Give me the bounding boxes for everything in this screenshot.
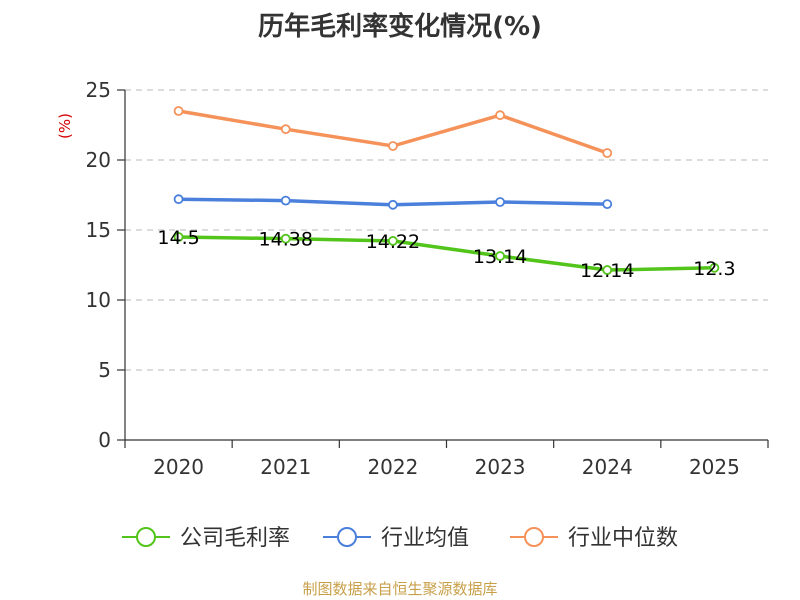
data-label: 12.14 — [580, 260, 634, 282]
x-tick-label: 2025 — [689, 455, 740, 479]
legend-label: 行业中位数 — [568, 526, 678, 551]
data-point — [173, 106, 184, 116]
y-tick-label: 10 — [86, 288, 111, 312]
data-point — [495, 110, 505, 121]
data-point — [388, 141, 398, 151]
data-point — [495, 197, 505, 207]
data-point — [280, 233, 291, 244]
y-tick-label: 25 — [86, 78, 111, 102]
x-tick-label: 2024 — [582, 455, 633, 479]
legend-item: 公司毛利率 — [122, 526, 290, 551]
y-axis-unit: (%) — [56, 113, 74, 139]
data-point — [173, 232, 184, 242]
data-point — [709, 262, 720, 273]
y-tick-label: 5 — [98, 358, 111, 382]
data-point — [280, 195, 291, 206]
data-point — [388, 199, 398, 210]
legend: 公司毛利率 行业均值 行业中位数 — [122, 526, 678, 551]
chart-title: 历年毛利率变化情况(%) — [258, 12, 542, 42]
data-point — [495, 251, 505, 261]
legend-label: 行业均值 — [381, 526, 469, 551]
legend-marker — [524, 527, 544, 547]
legend-label: 公司毛利率 — [180, 526, 290, 551]
x-tick-label: 2023 — [475, 455, 526, 479]
y-tick-label: 15 — [86, 218, 111, 242]
x-tick-label: 2020 — [153, 455, 204, 479]
data-source-note: 制图数据来自恒生聚源数据库 — [302, 580, 498, 598]
series-lines — [173, 106, 720, 275]
data-point — [388, 236, 398, 246]
y-tick-label: 0 — [98, 428, 111, 452]
data-label: 12.3 — [693, 258, 735, 280]
x-tick-label: 2021 — [260, 455, 311, 479]
legend-item: 行业中位数 — [510, 526, 678, 551]
data-point — [280, 124, 291, 135]
grid-lines — [125, 89, 768, 371]
data-labels: 14.5 14.38 14.22 13.14 12.14 12.3 — [157, 227, 735, 282]
data-label: 14.5 — [157, 227, 199, 249]
data-label: 14.22 — [366, 231, 420, 253]
y-tick-label: 20 — [86, 148, 111, 172]
data-point — [602, 265, 613, 275]
data-point — [173, 194, 184, 205]
legend-marker — [337, 527, 357, 547]
series-line — [178, 235, 715, 272]
data-point — [602, 148, 613, 158]
data-label: 14.38 — [259, 229, 313, 251]
legend-item: 行业均值 — [323, 526, 469, 551]
x-tick-label: 2022 — [367, 455, 418, 479]
legend-marker — [136, 527, 156, 547]
data-point — [602, 199, 613, 210]
data-label: 13.14 — [473, 246, 527, 268]
